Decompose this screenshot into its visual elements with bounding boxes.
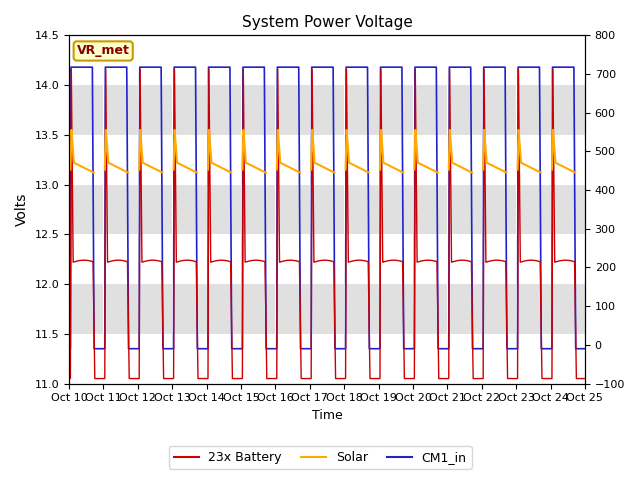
Legend: 23x Battery, Solar, CM1_in: 23x Battery, Solar, CM1_in: [168, 446, 472, 469]
Title: System Power Voltage: System Power Voltage: [241, 15, 412, 30]
X-axis label: Time: Time: [312, 409, 342, 422]
Text: VR_met: VR_met: [77, 45, 130, 58]
Bar: [69, 234, 585, 284]
Bar: [69, 334, 585, 384]
Y-axis label: Volts: Volts: [15, 193, 29, 226]
Bar: [69, 135, 585, 184]
Bar: [69, 36, 585, 85]
